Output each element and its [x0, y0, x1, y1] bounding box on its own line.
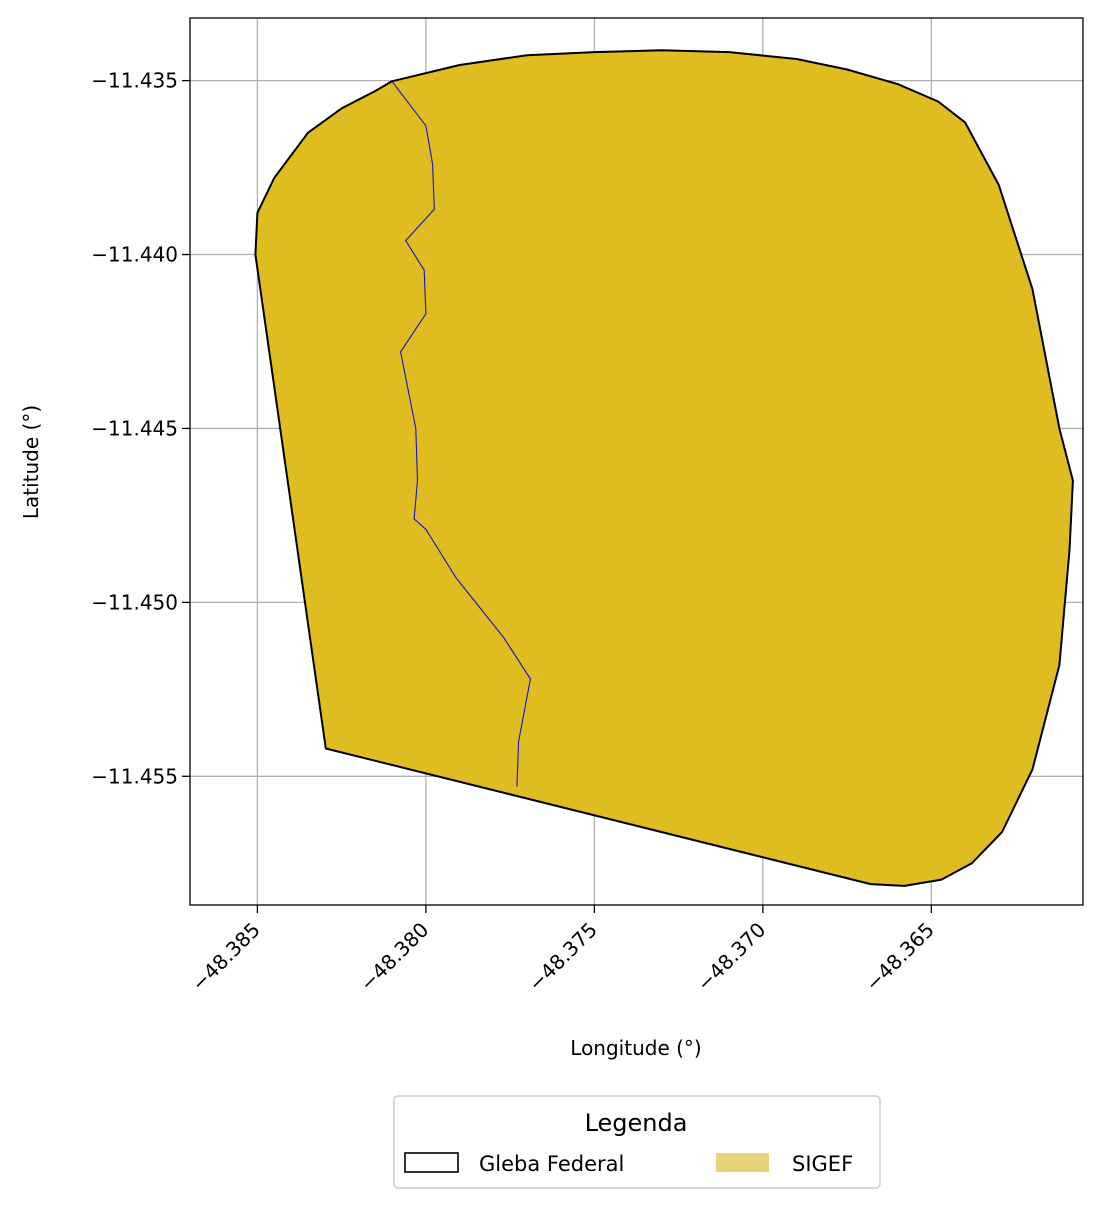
legend-sigef-label: SIGEF: [792, 1152, 853, 1176]
gleba-federal-boundary: [254, 49, 1074, 887]
legend: Legenda Gleba Federal SIGEF: [393, 1095, 881, 1189]
y-tick-label: −11.455: [91, 764, 178, 788]
legend-gleba-swatch: [404, 1152, 459, 1173]
internal-boundary-line: [391, 80, 531, 787]
y-tick-label: −11.440: [91, 243, 178, 267]
sigef-area: [255, 50, 1073, 886]
y-tick-label: −11.450: [91, 590, 178, 614]
legend-sigef-swatch: [716, 1153, 769, 1172]
x-axis-label: Longitude (°): [570, 1036, 701, 1060]
legend-title: Legenda: [585, 1109, 688, 1137]
y-axis-label: Latitude (°): [19, 405, 43, 519]
y-tick-label: −11.435: [91, 69, 178, 93]
y-tick-label: −11.445: [91, 416, 178, 440]
legend-gleba-label: Gleba Federal: [479, 1152, 624, 1176]
plot-frame: [189, 17, 1084, 906]
data-layer: [254, 49, 1074, 887]
